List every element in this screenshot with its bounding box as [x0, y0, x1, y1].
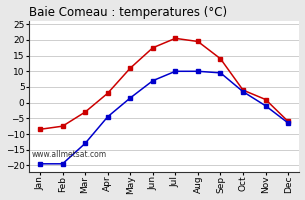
Text: Baie Comeau : temperatures (°C): Baie Comeau : temperatures (°C) [29, 6, 227, 19]
Text: www.allmetsat.com: www.allmetsat.com [31, 150, 106, 159]
